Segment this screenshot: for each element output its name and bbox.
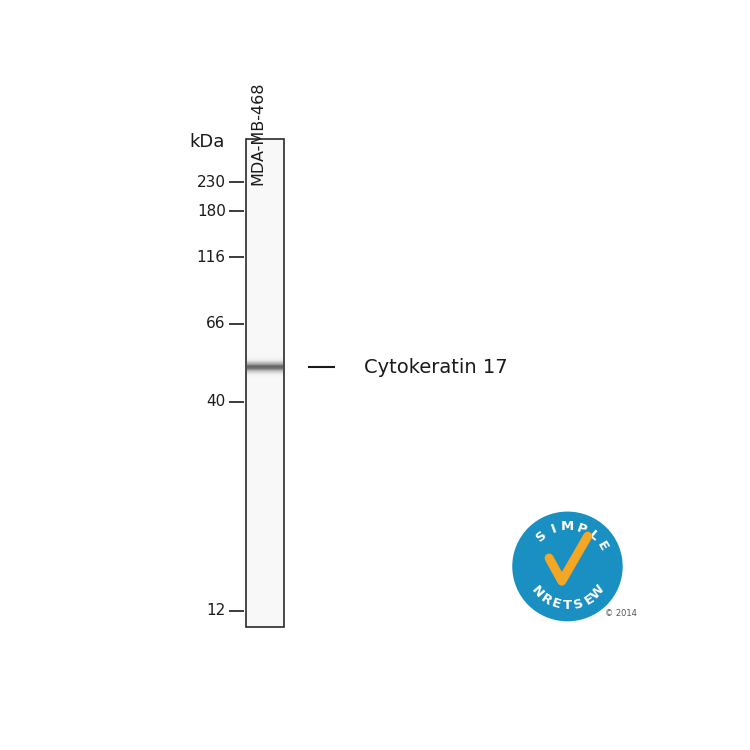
Text: 180: 180: [196, 204, 226, 219]
Text: T: T: [563, 599, 572, 613]
Text: © 2014: © 2014: [605, 608, 637, 617]
Text: 12: 12: [206, 604, 226, 619]
Text: E: E: [550, 597, 562, 612]
Text: Cytokeratin 17: Cytokeratin 17: [364, 358, 508, 376]
Text: 116: 116: [196, 250, 226, 265]
Text: 66: 66: [206, 316, 226, 332]
Text: kDa: kDa: [190, 133, 225, 151]
Text: L: L: [586, 529, 601, 544]
Text: R: R: [538, 591, 554, 608]
Text: P: P: [574, 521, 588, 537]
Text: MDA-MB-468: MDA-MB-468: [251, 82, 266, 185]
Text: E: E: [594, 539, 610, 554]
Text: 230: 230: [196, 175, 226, 190]
Text: S: S: [534, 528, 550, 544]
Text: I: I: [549, 523, 559, 536]
Text: M: M: [561, 520, 574, 533]
Circle shape: [512, 512, 622, 621]
Bar: [246, 139, 284, 627]
Text: N: N: [529, 584, 545, 600]
Text: 40: 40: [206, 394, 226, 410]
Text: S: S: [572, 597, 585, 612]
Text: E: E: [582, 592, 597, 608]
Text: W: W: [588, 582, 608, 602]
